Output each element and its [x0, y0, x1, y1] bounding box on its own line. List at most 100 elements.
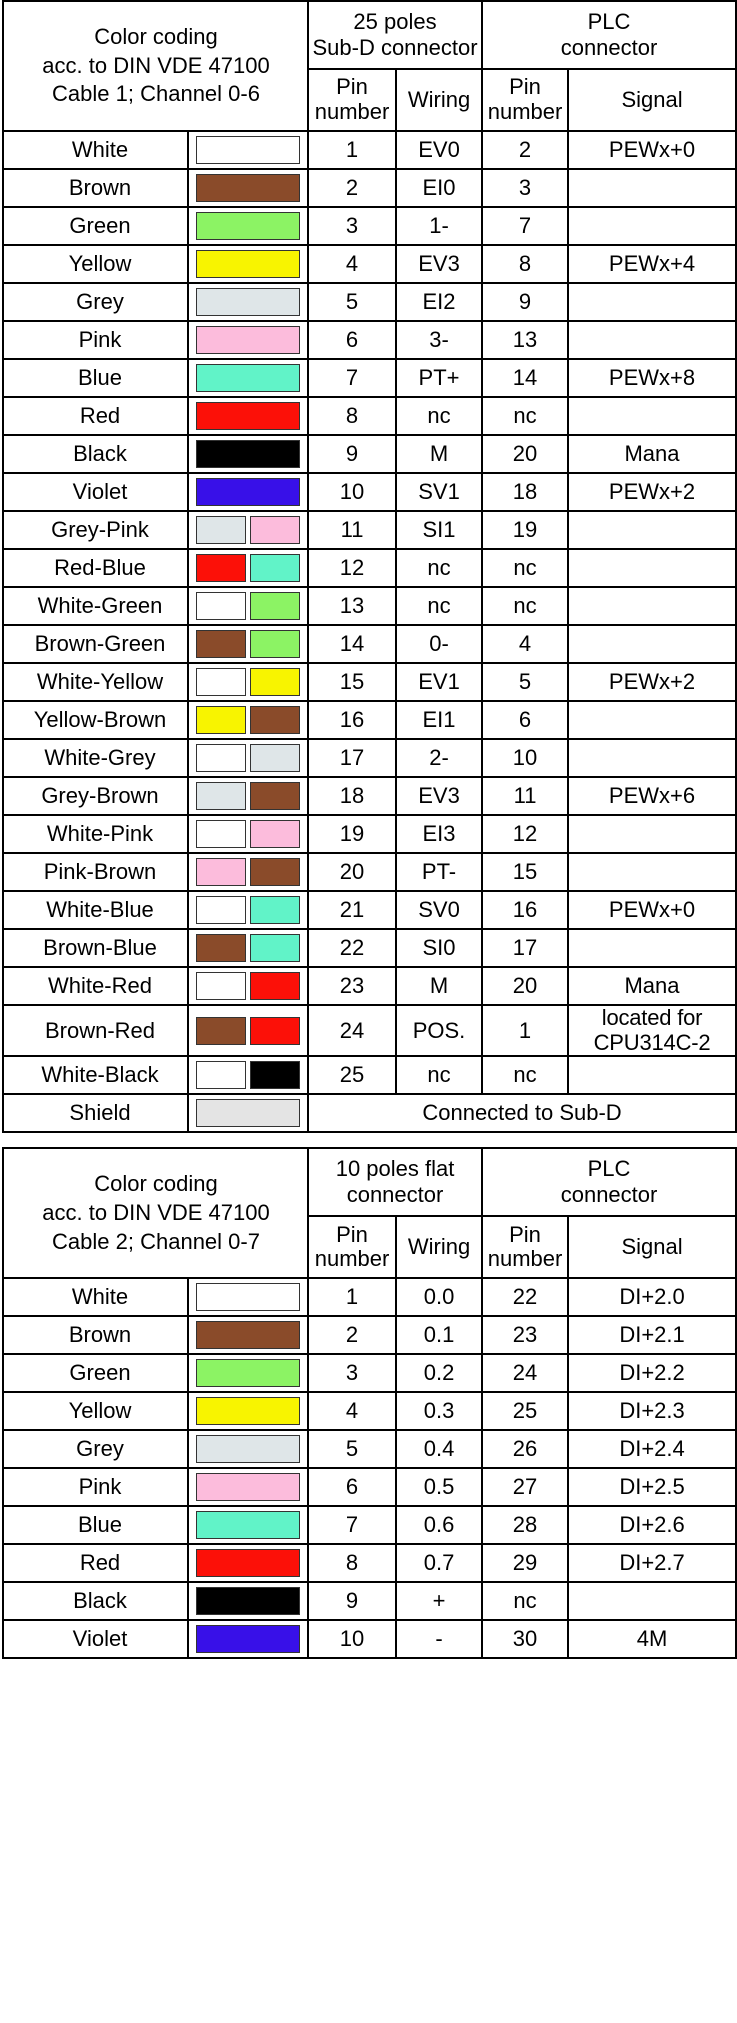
table-header-row-columns: Pin number Wiring Pin number Signal — [3, 1215, 737, 1280]
color-swatch — [196, 1283, 301, 1312]
color-swatch — [250, 820, 300, 848]
wire-color-name: Blue — [2, 1505, 189, 1546]
wire-color-name: Brown — [2, 1315, 189, 1356]
wire-color-name: Grey — [2, 1429, 189, 1470]
table-row: White-Black 25 nc nc — [2, 1055, 737, 1096]
cell-signal — [567, 168, 737, 208]
color-swatch — [196, 288, 301, 316]
color-swatch — [196, 934, 246, 962]
color-swatch-group — [189, 629, 307, 659]
cell-signal — [567, 1581, 737, 1622]
cell-wiring: 0.1 — [395, 1315, 484, 1356]
color-swatch — [196, 896, 246, 924]
color-swatch-cell — [186, 1353, 310, 1394]
wire-color-name: Pink-Brown — [2, 852, 189, 892]
color-swatch-group — [189, 401, 307, 431]
color-swatch-cell — [186, 244, 310, 284]
wire-color-name: White-Green — [2, 586, 189, 626]
color-swatch-group — [189, 781, 307, 811]
wire-color-name: Pink — [2, 1467, 189, 1508]
color-swatch-group — [189, 135, 307, 165]
wire-color-name: Brown — [2, 168, 189, 208]
wire-color-name: Black — [2, 434, 189, 474]
cell-wiring: EI3 — [395, 814, 484, 854]
table-row: Brown 2 EI0 3 — [2, 168, 737, 208]
color-swatch — [196, 136, 301, 164]
color-swatch — [196, 630, 246, 658]
cell-pin-number-2: 2 — [481, 130, 570, 170]
cell-pin-number-1: 9 — [307, 1581, 398, 1622]
cell-signal — [567, 814, 737, 854]
cell-wiring: nc — [395, 548, 484, 588]
table-title: Color coding acc. to DIN VDE 47100 Cable 1… — [1, 0, 310, 132]
cell-wiring: 0.2 — [395, 1353, 484, 1394]
cell-pin-number-2: 22 — [481, 1277, 570, 1318]
cell-signal: DI+2.0 — [567, 1277, 737, 1318]
cell-signal — [567, 548, 737, 588]
table-row: Green 3 1- 7 — [2, 206, 737, 246]
cell-signal — [567, 282, 737, 322]
cell-wiring: M — [395, 434, 484, 474]
color-swatch — [196, 326, 301, 354]
table-row: Green 3 0.2 24 DI+2.2 — [2, 1353, 737, 1394]
table-row: Black 9 + nc — [2, 1581, 737, 1622]
table-row: White-Blue 21 SV0 16 PEWx+0 — [2, 890, 737, 930]
cell-pin-number-1: 8 — [307, 1543, 398, 1584]
cell-pin-number-1: 16 — [307, 700, 398, 740]
cell-wiring: PT- — [395, 852, 484, 892]
color-swatch — [250, 706, 300, 734]
color-swatch — [196, 1099, 301, 1128]
color-swatch-group — [189, 743, 307, 773]
color-swatch — [196, 1549, 301, 1578]
wiring-table-cable-2: Color coding acc. to DIN VDE 47100 Cable 2… — [1, 1147, 737, 1660]
table-row: Pink-Brown 20 PT- 15 — [2, 852, 737, 892]
color-swatch-group — [189, 895, 307, 925]
cell-pin-number-2: 13 — [481, 320, 570, 360]
cell-pin-number-1: 13 — [307, 586, 398, 626]
col-header-signal: Signal — [567, 1215, 737, 1280]
cell-wiring: M — [395, 966, 484, 1006]
color-swatch — [196, 744, 246, 772]
color-swatch-cell — [186, 1543, 310, 1584]
color-swatch-cell — [186, 814, 310, 854]
color-swatch-cell — [186, 130, 310, 170]
table-row: Blue 7 PT+ 14 PEWx+8 — [2, 358, 737, 398]
cell-pin-number-2: 10 — [481, 738, 570, 778]
cell-wiring: - — [395, 1619, 484, 1660]
table-row: Yellow 4 0.3 25 DI+2.3 — [2, 1391, 737, 1432]
cell-pin-number-2: nc — [481, 1055, 570, 1096]
color-swatch-cell — [186, 1277, 310, 1318]
table-title: Color coding acc. to DIN VDE 47100 Cable 2… — [1, 1147, 310, 1280]
table-row: Pink 6 0.5 27 DI+2.5 — [2, 1467, 737, 1508]
cell-wiring: EV3 — [395, 244, 484, 284]
wire-color-name: Violet — [2, 472, 189, 512]
cell-pin-number-1: 25 — [307, 1055, 398, 1096]
color-swatch — [196, 174, 301, 202]
cell-signal: DI+2.7 — [567, 1543, 737, 1584]
cell-pin-number-1: 7 — [307, 1505, 398, 1546]
table-row: White-Yellow 15 EV1 5 PEWx+2 — [2, 662, 737, 702]
color-swatch-group — [189, 325, 307, 355]
connector-group-header-2: PLC connector — [481, 1147, 737, 1218]
cell-signal — [567, 586, 737, 626]
table-row: Grey-Pink 11 SI1 19 — [2, 510, 737, 550]
cell-wiring: EI2 — [395, 282, 484, 322]
table-row: Red 8 nc nc — [2, 396, 737, 436]
cell-pin-number-1: 4 — [307, 244, 398, 284]
cell-wiring: nc — [395, 1055, 484, 1096]
color-swatch — [250, 592, 300, 620]
cell-pin-number-2: 17 — [481, 928, 570, 968]
cell-signal — [567, 928, 737, 968]
cell-signal: PEWx+0 — [567, 890, 737, 930]
cell-pin-number-2: 23 — [481, 1315, 570, 1356]
cell-signal: PEWx+4 — [567, 244, 737, 284]
cell-signal — [567, 852, 737, 892]
cell-wiring: PT+ — [395, 358, 484, 398]
color-swatch — [196, 364, 301, 392]
table-row: Pink 6 3- 13 — [2, 320, 737, 360]
table-row: Blue 7 0.6 28 DI+2.6 — [2, 1505, 737, 1546]
cell-pin-number-1: 10 — [307, 1619, 398, 1660]
cell-pin-number-2: 1 — [481, 1003, 570, 1058]
color-swatch — [250, 668, 300, 696]
